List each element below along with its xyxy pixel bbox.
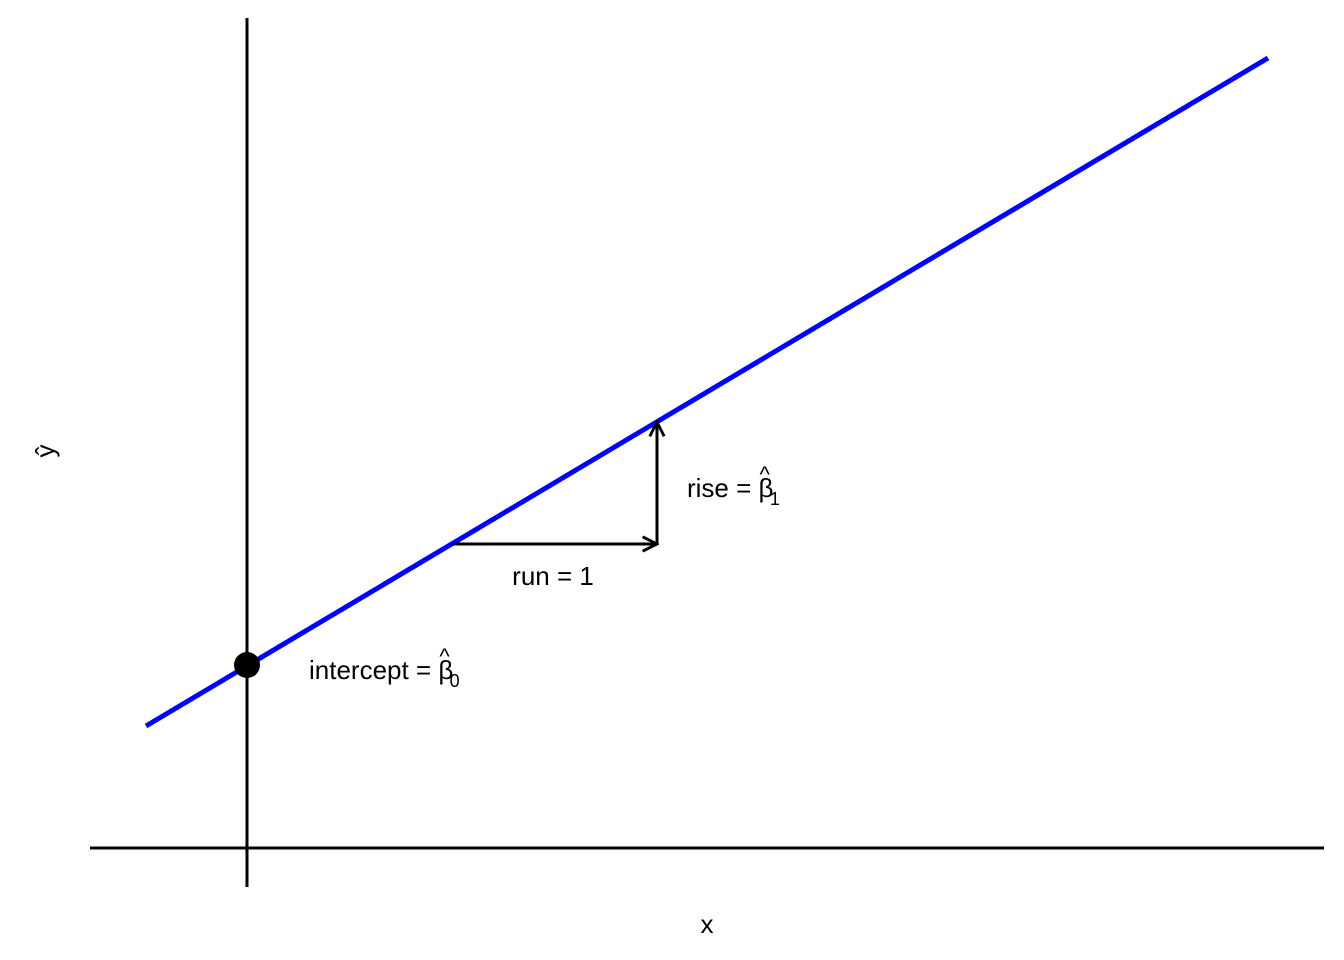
- rise-beta: β: [759, 473, 774, 503]
- rise-hat: ^: [760, 462, 771, 487]
- rise-prefix: rise =: [687, 473, 759, 503]
- run-label: run = 1: [512, 561, 594, 591]
- rise-subscript: 1: [770, 489, 780, 509]
- regression-line: [144, 55, 1270, 729]
- intercept-hat: ^: [439, 644, 450, 669]
- y-axis-label: ŷ: [30, 445, 60, 458]
- intercept-subscript: 0: [450, 671, 460, 691]
- x-axis-label: x: [701, 909, 714, 939]
- rise-label: rise = β^1: [687, 462, 780, 509]
- intercept-prefix: intercept =: [309, 655, 438, 685]
- intercept-label: intercept = β^0: [309, 644, 460, 691]
- intercept-beta: β: [438, 655, 453, 685]
- intercept-point: [234, 652, 260, 678]
